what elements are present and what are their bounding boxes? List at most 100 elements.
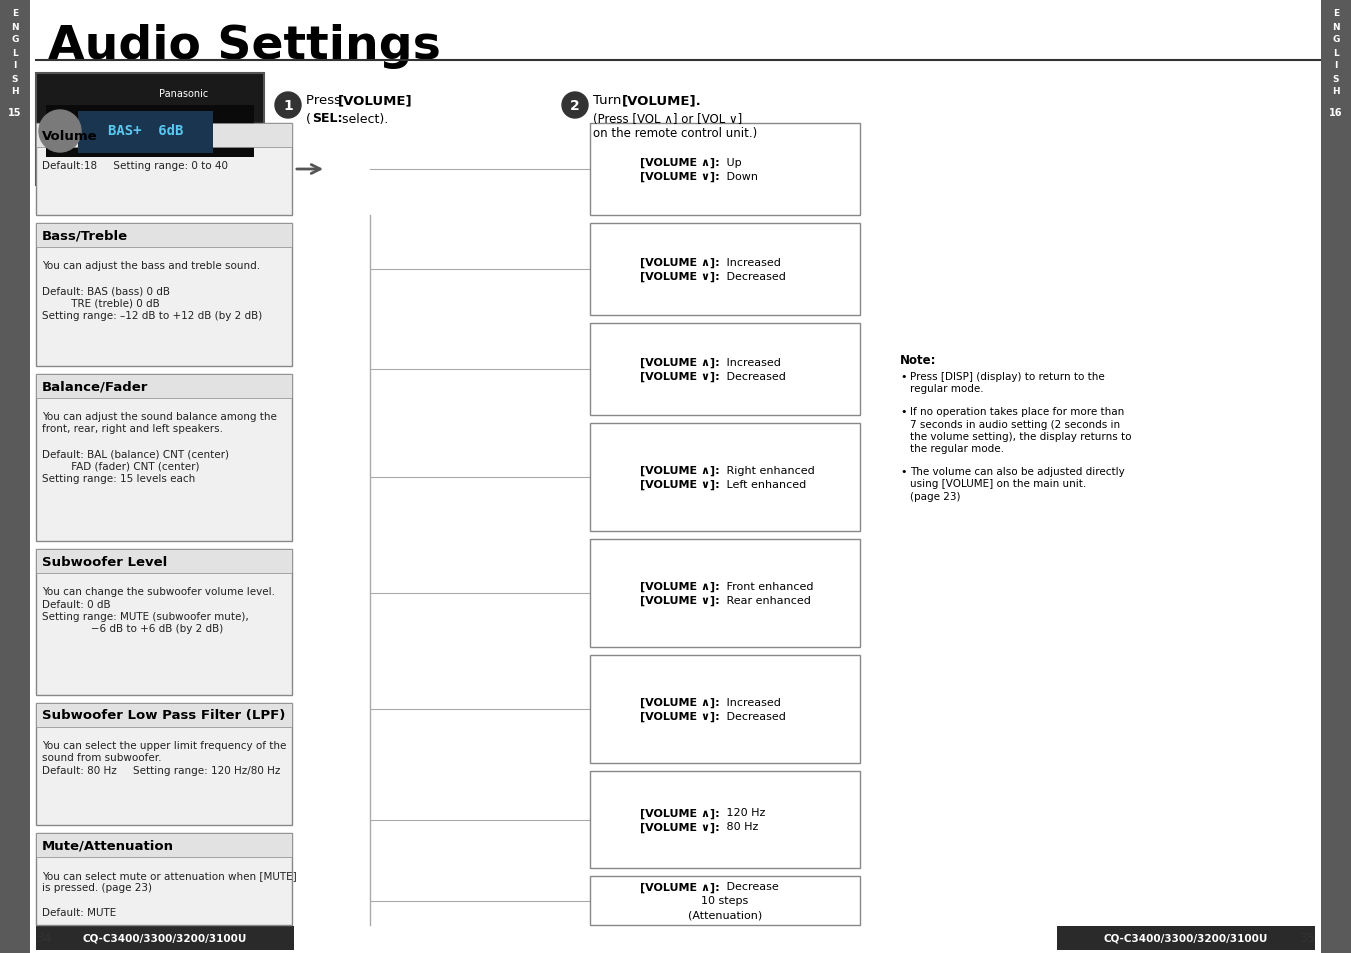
Bar bbox=[36, 224, 292, 367]
Text: •: • bbox=[900, 407, 907, 416]
Text: (: ( bbox=[305, 112, 311, 126]
Text: H: H bbox=[1332, 88, 1340, 96]
Bar bbox=[36, 703, 292, 825]
Text: [VOLUME ∧]:: [VOLUME ∧]: bbox=[640, 807, 720, 818]
Circle shape bbox=[39, 111, 81, 152]
Text: [VOLUME ∨]:: [VOLUME ∨]: bbox=[640, 596, 720, 605]
Text: Front enhanced: Front enhanced bbox=[723, 581, 813, 592]
Text: 15: 15 bbox=[8, 108, 22, 118]
Text: S: S bbox=[1332, 74, 1339, 84]
Text: 16: 16 bbox=[1329, 108, 1343, 118]
Text: E: E bbox=[12, 10, 18, 18]
Bar bbox=[36, 550, 292, 696]
Circle shape bbox=[562, 92, 588, 119]
Bar bbox=[36, 74, 263, 186]
Text: BAS+  6dB: BAS+ 6dB bbox=[108, 124, 184, 138]
Text: [VOLUME ∨]:: [VOLUME ∨]: bbox=[640, 372, 720, 382]
Text: Panasonic: Panasonic bbox=[159, 89, 208, 99]
Text: select).: select). bbox=[338, 112, 388, 126]
Text: Rear enhanced: Rear enhanced bbox=[723, 596, 811, 605]
Text: Down: Down bbox=[723, 172, 758, 182]
Text: [VOLUME ∧]:: [VOLUME ∧]: bbox=[640, 357, 720, 368]
Text: Decreased: Decreased bbox=[723, 272, 786, 282]
Text: Up: Up bbox=[723, 158, 742, 168]
Text: H: H bbox=[11, 88, 19, 96]
Text: [VOLUME ∨]:: [VOLUME ∨]: bbox=[640, 172, 720, 182]
Text: Left enhanced: Left enhanced bbox=[723, 479, 807, 490]
Text: Note:: Note: bbox=[900, 354, 936, 367]
Text: N: N bbox=[11, 23, 19, 31]
Text: [VOLUME].: [VOLUME]. bbox=[621, 94, 701, 108]
Bar bbox=[590, 124, 861, 215]
Text: Turn: Turn bbox=[593, 94, 626, 108]
Bar bbox=[0, 0, 30, 953]
Text: 2: 2 bbox=[570, 99, 580, 112]
Text: L: L bbox=[1333, 49, 1339, 57]
Text: The volume can also be adjusted directly: The volume can also be adjusted directly bbox=[911, 467, 1125, 476]
Text: You can adjust the bass and treble sound.: You can adjust the bass and treble sound… bbox=[42, 261, 261, 271]
Text: [VOLUME ∨]:: [VOLUME ∨]: bbox=[640, 711, 720, 721]
Text: 10 steps: 10 steps bbox=[701, 896, 748, 905]
Text: E: E bbox=[1333, 10, 1339, 18]
Text: [VOLUME ∨]:: [VOLUME ∨]: bbox=[640, 479, 720, 490]
Text: 34: 34 bbox=[36, 931, 51, 944]
Text: the regular mode.: the regular mode. bbox=[911, 444, 1004, 454]
Bar bbox=[590, 876, 861, 925]
Text: 35: 35 bbox=[1300, 931, 1315, 944]
Text: Default: 0 dB: Default: 0 dB bbox=[42, 598, 111, 609]
Bar bbox=[36, 833, 292, 857]
Text: Mute/Attenuation: Mute/Attenuation bbox=[42, 839, 174, 852]
Text: is pressed. (page 23): is pressed. (page 23) bbox=[42, 882, 153, 893]
Text: •: • bbox=[900, 372, 907, 381]
Text: using [VOLUME] on the main unit.: using [VOLUME] on the main unit. bbox=[911, 479, 1086, 489]
Text: I: I bbox=[14, 61, 16, 71]
Bar bbox=[590, 224, 861, 315]
Bar bbox=[36, 124, 292, 148]
Text: Increased: Increased bbox=[723, 357, 781, 368]
Text: FAD (fader) CNT (center): FAD (fader) CNT (center) bbox=[42, 461, 200, 472]
Bar bbox=[36, 926, 295, 950]
Bar bbox=[36, 550, 292, 574]
Text: Decreased: Decreased bbox=[723, 711, 786, 721]
Text: N: N bbox=[1332, 23, 1340, 31]
Text: Right enhanced: Right enhanced bbox=[723, 465, 815, 476]
Text: You can select mute or attenuation when [MUTE]: You can select mute or attenuation when … bbox=[42, 870, 297, 880]
Text: S: S bbox=[12, 74, 19, 84]
Text: You can change the subwoofer volume level.: You can change the subwoofer volume leve… bbox=[42, 586, 276, 597]
Text: regular mode.: regular mode. bbox=[911, 384, 984, 395]
Bar bbox=[590, 324, 861, 416]
Text: Increased: Increased bbox=[723, 257, 781, 268]
Text: [VOLUME]: [VOLUME] bbox=[338, 94, 412, 108]
Text: G: G bbox=[11, 35, 19, 45]
Text: (page 23): (page 23) bbox=[911, 492, 961, 501]
Text: I: I bbox=[1335, 61, 1337, 71]
Bar bbox=[78, 112, 213, 153]
Text: 120 Hz: 120 Hz bbox=[723, 807, 766, 818]
Text: the volume setting), the display returns to: the volume setting), the display returns… bbox=[911, 432, 1132, 441]
Text: If no operation takes place for more than: If no operation takes place for more tha… bbox=[911, 407, 1124, 416]
Text: Default: BAL (balance) CNT (center): Default: BAL (balance) CNT (center) bbox=[42, 449, 230, 459]
Text: 1: 1 bbox=[284, 99, 293, 112]
Text: 7 seconds in audio setting (2 seconds in: 7 seconds in audio setting (2 seconds in bbox=[911, 419, 1120, 429]
Text: Audio Settings: Audio Settings bbox=[49, 24, 440, 69]
Text: Decrease: Decrease bbox=[723, 882, 778, 892]
Bar bbox=[36, 375, 292, 398]
Text: Default: BAS (bass) 0 dB: Default: BAS (bass) 0 dB bbox=[42, 286, 170, 295]
Text: You can select the upper limit frequency of the: You can select the upper limit frequency… bbox=[42, 740, 286, 750]
Text: Default: MUTE: Default: MUTE bbox=[42, 907, 116, 918]
Text: [VOLUME ∨]:: [VOLUME ∨]: bbox=[640, 272, 720, 282]
Bar bbox=[36, 703, 292, 727]
Text: Setting range: 15 levels each: Setting range: 15 levels each bbox=[42, 474, 196, 484]
Text: Decreased: Decreased bbox=[723, 372, 786, 381]
Bar bbox=[590, 423, 861, 532]
Text: [VOLUME ∧]:: [VOLUME ∧]: bbox=[640, 465, 720, 476]
Text: CQ-C3400/3300/3200/3100U: CQ-C3400/3300/3200/3100U bbox=[1104, 933, 1269, 943]
Text: [VOLUME ∨]:: [VOLUME ∨]: bbox=[640, 821, 720, 832]
Text: G: G bbox=[1332, 35, 1340, 45]
Text: [VOLUME ∧]:: [VOLUME ∧]: bbox=[640, 157, 720, 168]
Text: Subwoofer Low Pass Filter (LPF): Subwoofer Low Pass Filter (LPF) bbox=[42, 709, 285, 721]
Bar bbox=[1056, 926, 1315, 950]
Bar bbox=[36, 375, 292, 541]
Text: Default: 80 Hz     Setting range: 120 Hz/80 Hz: Default: 80 Hz Setting range: 120 Hz/80 … bbox=[42, 765, 281, 775]
Text: Bass/Treble: Bass/Treble bbox=[42, 230, 128, 242]
